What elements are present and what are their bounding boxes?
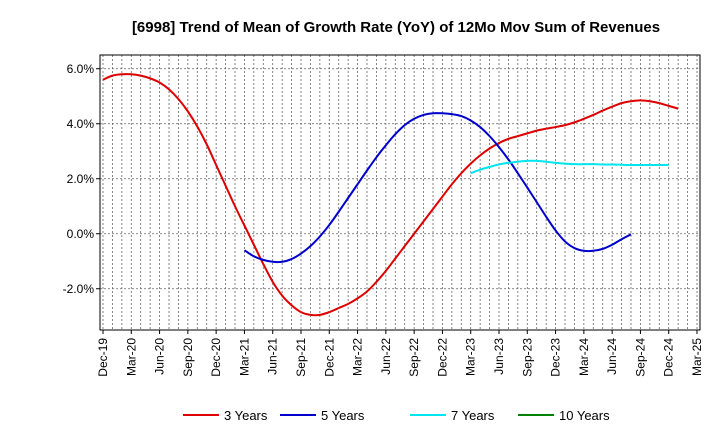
x-axis: Dec-19 Mar-20 Jun-20 Sep-20 Dec-20 Mar-21 Jun-… [96,330,704,377]
legend-label-10-years: 10 Years [559,408,610,423]
series-line-5-years [243,112,632,264]
y-tick-label: 6.0% [67,62,95,76]
x-tick-label: Dec-23 [549,338,563,377]
series-line-7-years [470,159,669,175]
legend: 3 Years 5 Years 7 Years 10 Years [183,408,610,423]
x-tick-label: Mar-21 [237,338,251,376]
x-tick-label: Sep-20 [181,338,195,377]
plot-area [102,73,679,317]
legend-label-7-years: 7 Years [451,408,495,423]
x-tick-label: Mar-23 [464,338,478,376]
series-line-3-years [102,73,679,317]
x-tick-label: Jun-20 [153,338,167,375]
grid [100,55,700,330]
chart-title: [6998] Trend of Mean of Growth Rate (YoY… [132,19,660,36]
x-tick-label: Sep-21 [294,338,308,377]
y-tick-label: 2.0% [67,172,95,186]
x-tick-label: Jun-24 [605,338,619,375]
y-tick-label: 4.0% [67,117,95,131]
x-tick-label: Sep-22 [407,338,421,377]
x-tick-label: Dec-20 [209,338,223,377]
plot-frame [99,54,701,331]
x-tick-label: Mar-24 [577,338,591,376]
y-axis: 6.0% 4.0% 2.0% 0.0% -2.0% [63,62,100,296]
legend-label-5-years: 5 Years [321,408,365,423]
x-tick-label: Jun-23 [492,338,506,375]
x-tick-label: Jun-21 [266,338,280,375]
x-tick-label: Dec-19 [96,338,110,377]
x-tick-label: Jun-22 [379,338,393,375]
x-tick-label: Dec-24 [662,338,676,377]
x-tick-label: Sep-23 [520,338,534,377]
x-tick-label: Mar-20 [124,338,138,376]
x-tick-label: Mar-22 [351,338,365,376]
y-tick-label: -2.0% [63,282,95,296]
legend-label-3-years: 3 Years [224,408,268,423]
x-tick-label: Dec-21 [322,338,336,377]
x-tick-label: Mar-25 [690,338,704,376]
x-tick-label: Sep-24 [633,338,647,377]
x-tick-label: Dec-22 [435,338,449,377]
y-tick-label: 0.0% [67,227,95,241]
